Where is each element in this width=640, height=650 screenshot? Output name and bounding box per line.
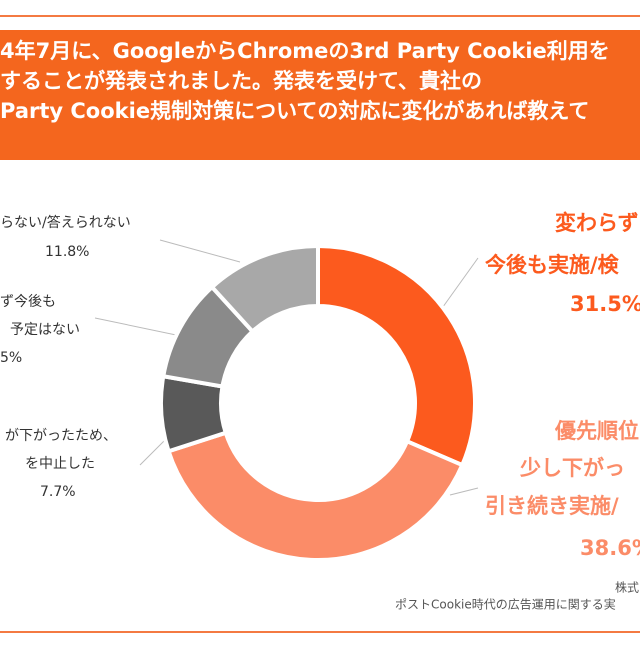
header-line: することが発表されました。発表を受けて、貴社の (0, 69, 482, 93)
segment-label: 少し下がっ (519, 456, 625, 480)
header-band (0, 30, 640, 160)
footer-org: 株式 (615, 580, 639, 595)
segment-label: らない/答えられない (0, 214, 131, 231)
segment-label: 変わらず (555, 211, 639, 235)
segment-label: 今後も実施/検 (485, 253, 620, 277)
value-label: 7.7% (40, 484, 76, 500)
value-label: 5% (0, 350, 22, 366)
segment-label: を中止した (25, 456, 95, 472)
segment-label: 予定はない (10, 322, 80, 338)
segment-label: が下がったため、 (5, 428, 117, 444)
donut-segment (209, 243, 320, 335)
value-label: 31.5% (570, 292, 640, 316)
segment-label: 引き続き実施/ (485, 494, 619, 518)
leader (449, 487, 479, 496)
segment-label: 優先順位 (554, 419, 639, 443)
leader (159, 239, 241, 263)
donut-segment (166, 430, 465, 562)
header-line: Party Cookie規制対策についての対応に変化があれば教えて (0, 99, 589, 123)
segment-label: ず今後も (0, 294, 56, 310)
value-label: 38.6% (580, 536, 640, 560)
footer-source: ポストCookie時代の広告運用に関する実 (395, 597, 616, 612)
donut-segment (316, 243, 477, 468)
header-line: 4年7月に、GoogleからChromeの3rd Party Cookie利用を (0, 39, 610, 63)
value-label: 11.8% (45, 244, 89, 260)
